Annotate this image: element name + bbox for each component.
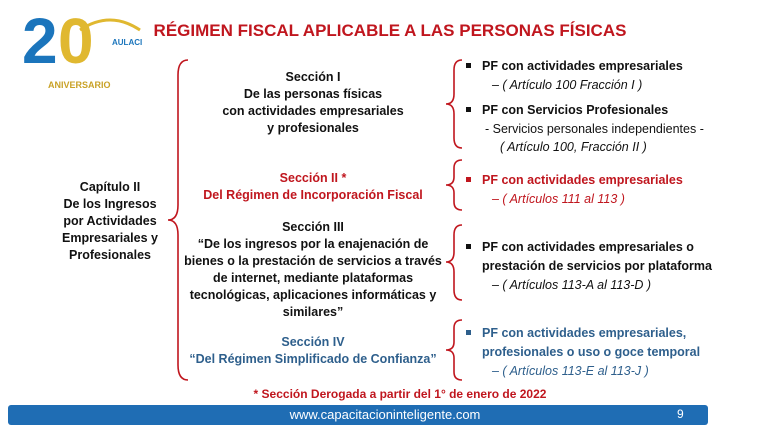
bullet <box>466 177 471 182</box>
section-heading: Sección III <box>282 219 344 234</box>
logo-digit: 0 <box>58 5 94 77</box>
chapter-line: Capítulo II <box>79 179 141 194</box>
item-detail: - Servicios personales independientes - <box>485 121 704 136</box>
section-heading: Sección I <box>285 69 341 84</box>
braces <box>167 59 463 381</box>
slide-title: RÉGIMEN FISCAL APLICABLE A LAS PERSONAS … <box>153 21 627 40</box>
item-title: PF con actividades empresariales o <box>482 239 694 254</box>
chapter-line: Profesionales <box>69 247 151 262</box>
chapter-line: Empresariales y <box>62 230 158 245</box>
item-detail: – ( Artículos 111 al 113 ) <box>492 191 625 206</box>
bullet <box>466 107 471 112</box>
item-title: PF con actividades empresariales, <box>482 325 687 340</box>
section-line: con actividades empresariales <box>222 103 404 118</box>
item-detail: – ( Artículos 113-A al 113-D ) <box>492 277 652 292</box>
section-line: Del Régimen de Incorporación Fiscal <box>203 187 423 202</box>
logo-brand: AULACI <box>112 38 143 47</box>
item-detail: – ( Artículo 100 Fracción I ) <box>492 77 643 92</box>
item-detail: ( Artículo 100, Fracción II ) <box>500 139 647 154</box>
bullet <box>466 330 471 335</box>
bullet <box>466 63 471 68</box>
item-title: profesionales o uso o goce temporal <box>482 344 701 359</box>
section-line: similares” <box>282 304 344 319</box>
section-heading: Sección II * <box>279 170 347 185</box>
logo-digit: 2 <box>22 5 58 77</box>
section-line: de internet, mediante plataformas <box>212 270 414 285</box>
section-line: tecnológicas, aplicaciones informáticas … <box>189 287 437 302</box>
section-line: “Del Régimen Simplificado de Confianza” <box>189 351 437 366</box>
footnote: * Sección Derogada a partir del 1° de en… <box>253 387 547 401</box>
footer-bar <box>8 405 708 425</box>
item-detail: – ( Artículos 113-E al 113-J ) <box>492 363 649 378</box>
item-title: prestación de servicios por plataforma <box>482 258 712 273</box>
section-heading: Sección IV <box>281 334 345 349</box>
logo-caption: ANIVERSARIO <box>48 80 111 90</box>
item-title: PF con Servicios Profesionales <box>482 102 669 117</box>
section-line: bienes o la prestación de servicios a tr… <box>184 253 442 268</box>
chapter-line: De los Ingresos <box>63 196 157 211</box>
footer-url: www.capacitacioninteligente.com <box>289 407 481 422</box>
logo-arc <box>79 18 141 32</box>
item-title: PF con actividades empresariales <box>482 172 683 187</box>
chapter-line: por Actividades <box>63 213 157 228</box>
page-number: 9 <box>677 407 684 421</box>
item-title: PF con actividades empresariales <box>482 58 683 73</box>
section-line: De las personas físicas <box>243 86 383 101</box>
bullet <box>466 244 471 249</box>
section-line: y profesionales <box>267 120 359 135</box>
section-line: “De los ingresos por la enajenación de <box>197 236 429 251</box>
